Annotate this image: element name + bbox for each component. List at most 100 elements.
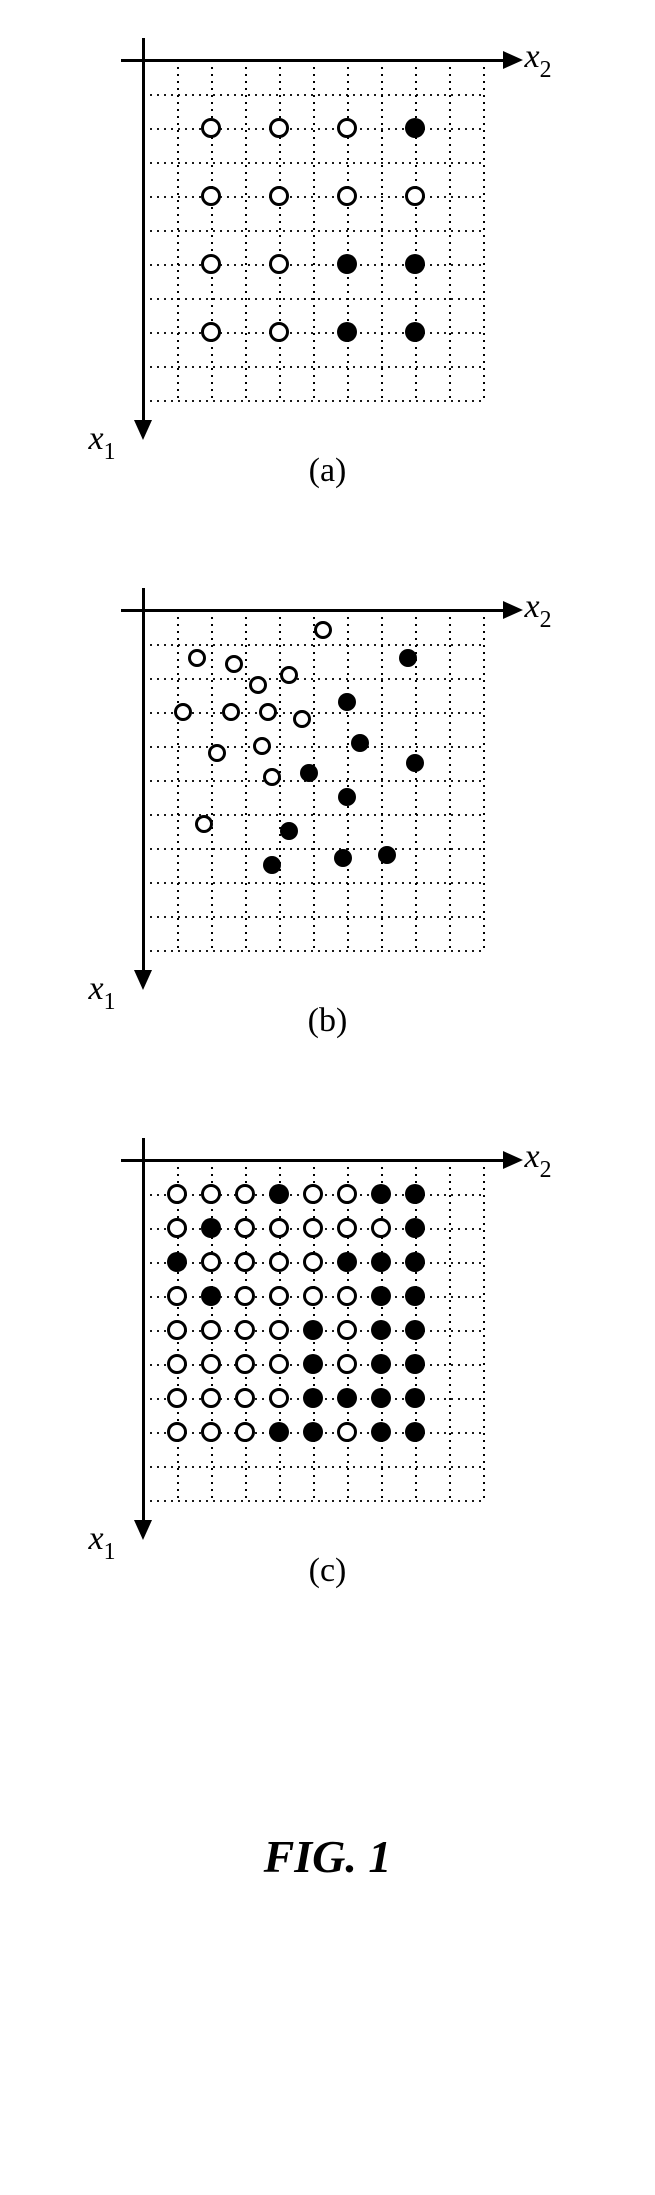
filled-point — [378, 846, 396, 864]
open-point — [235, 1388, 255, 1408]
arrow-down-icon — [134, 420, 152, 440]
open-point — [208, 744, 226, 762]
filled-point — [303, 1320, 323, 1340]
open-point — [405, 186, 425, 206]
filled-point — [201, 1218, 221, 1238]
open-point — [337, 1218, 357, 1238]
open-point — [222, 703, 240, 721]
filled-point — [405, 1286, 425, 1306]
panel-b: x2x1(b) — [123, 590, 533, 1040]
filled-point — [303, 1354, 323, 1374]
open-point — [269, 1252, 289, 1272]
open-point — [303, 1218, 323, 1238]
open-point — [269, 254, 289, 274]
panel-c: x2x1(c) — [123, 1140, 533, 1590]
plot-a: x2x1 — [123, 40, 533, 440]
figure-title: FIG. 1 — [264, 1830, 392, 1883]
x-axis — [121, 59, 505, 62]
filled-point — [371, 1388, 391, 1408]
filled-point — [338, 788, 356, 806]
open-point — [337, 1286, 357, 1306]
open-point — [269, 1218, 289, 1238]
open-point — [167, 1286, 187, 1306]
filled-point — [303, 1422, 323, 1442]
open-point — [174, 703, 192, 721]
open-point — [337, 1320, 357, 1340]
open-point — [269, 1354, 289, 1374]
y-axis — [142, 588, 145, 972]
open-point — [269, 118, 289, 138]
filled-point — [334, 849, 352, 867]
gridline-h — [143, 950, 483, 952]
y-axis-label: x1 — [89, 970, 116, 1014]
open-point — [235, 1354, 255, 1374]
filled-point — [337, 1388, 357, 1408]
gridline-v — [381, 60, 383, 400]
filled-point — [371, 1422, 391, 1442]
open-point — [201, 1388, 221, 1408]
open-point — [303, 1286, 323, 1306]
open-point — [235, 1218, 255, 1238]
open-point — [201, 118, 221, 138]
arrow-down-icon — [134, 1520, 152, 1540]
gridline-v — [483, 1160, 485, 1500]
gridline-v — [347, 610, 349, 950]
open-point — [269, 1320, 289, 1340]
x-axis-label: x2 — [525, 588, 552, 632]
open-point — [235, 1184, 255, 1204]
gridline-v — [177, 60, 179, 400]
panel-caption: (a) — [309, 452, 347, 490]
gridline-v — [449, 60, 451, 400]
y-axis — [142, 38, 145, 422]
filled-point — [167, 1252, 187, 1272]
open-point — [201, 254, 221, 274]
open-point — [201, 1252, 221, 1272]
filled-point — [300, 764, 318, 782]
filled-point — [405, 1354, 425, 1374]
filled-point — [371, 1354, 391, 1374]
open-point — [337, 186, 357, 206]
filled-point — [337, 254, 357, 274]
open-point — [259, 703, 277, 721]
grid: x2x1 — [143, 60, 483, 400]
panel-a: x2x1 (a) — [123, 40, 533, 490]
filled-point — [337, 322, 357, 342]
gridline-v — [449, 1160, 451, 1500]
gridline-v — [381, 610, 383, 950]
filled-point — [337, 1252, 357, 1272]
x-axis — [121, 1159, 505, 1162]
grid: x2x1 — [143, 610, 483, 950]
filled-point — [371, 1320, 391, 1340]
open-point — [263, 768, 281, 786]
gridline-h — [143, 400, 483, 402]
filled-point — [405, 322, 425, 342]
open-point — [303, 1252, 323, 1272]
filled-point — [405, 1422, 425, 1442]
open-point — [371, 1218, 391, 1238]
open-point — [201, 1184, 221, 1204]
open-point — [337, 1184, 357, 1204]
gridline-v — [347, 60, 349, 400]
open-point — [337, 118, 357, 138]
filled-point — [405, 118, 425, 138]
open-point — [201, 322, 221, 342]
open-point — [201, 1422, 221, 1442]
open-point — [337, 1422, 357, 1442]
open-point — [167, 1422, 187, 1442]
open-point — [280, 666, 298, 684]
open-point — [167, 1184, 187, 1204]
gridline-v — [211, 610, 213, 950]
open-point — [201, 1354, 221, 1374]
open-point — [235, 1422, 255, 1442]
grid: x2x1 — [143, 1160, 483, 1500]
open-point — [314, 621, 332, 639]
open-point — [235, 1252, 255, 1272]
gridline-v — [177, 610, 179, 950]
arrow-right-icon — [503, 1151, 523, 1169]
arrow-right-icon — [503, 601, 523, 619]
filled-point — [405, 254, 425, 274]
filled-point — [371, 1286, 391, 1306]
filled-point — [280, 822, 298, 840]
open-point — [201, 1320, 221, 1340]
gridline-v — [483, 610, 485, 950]
